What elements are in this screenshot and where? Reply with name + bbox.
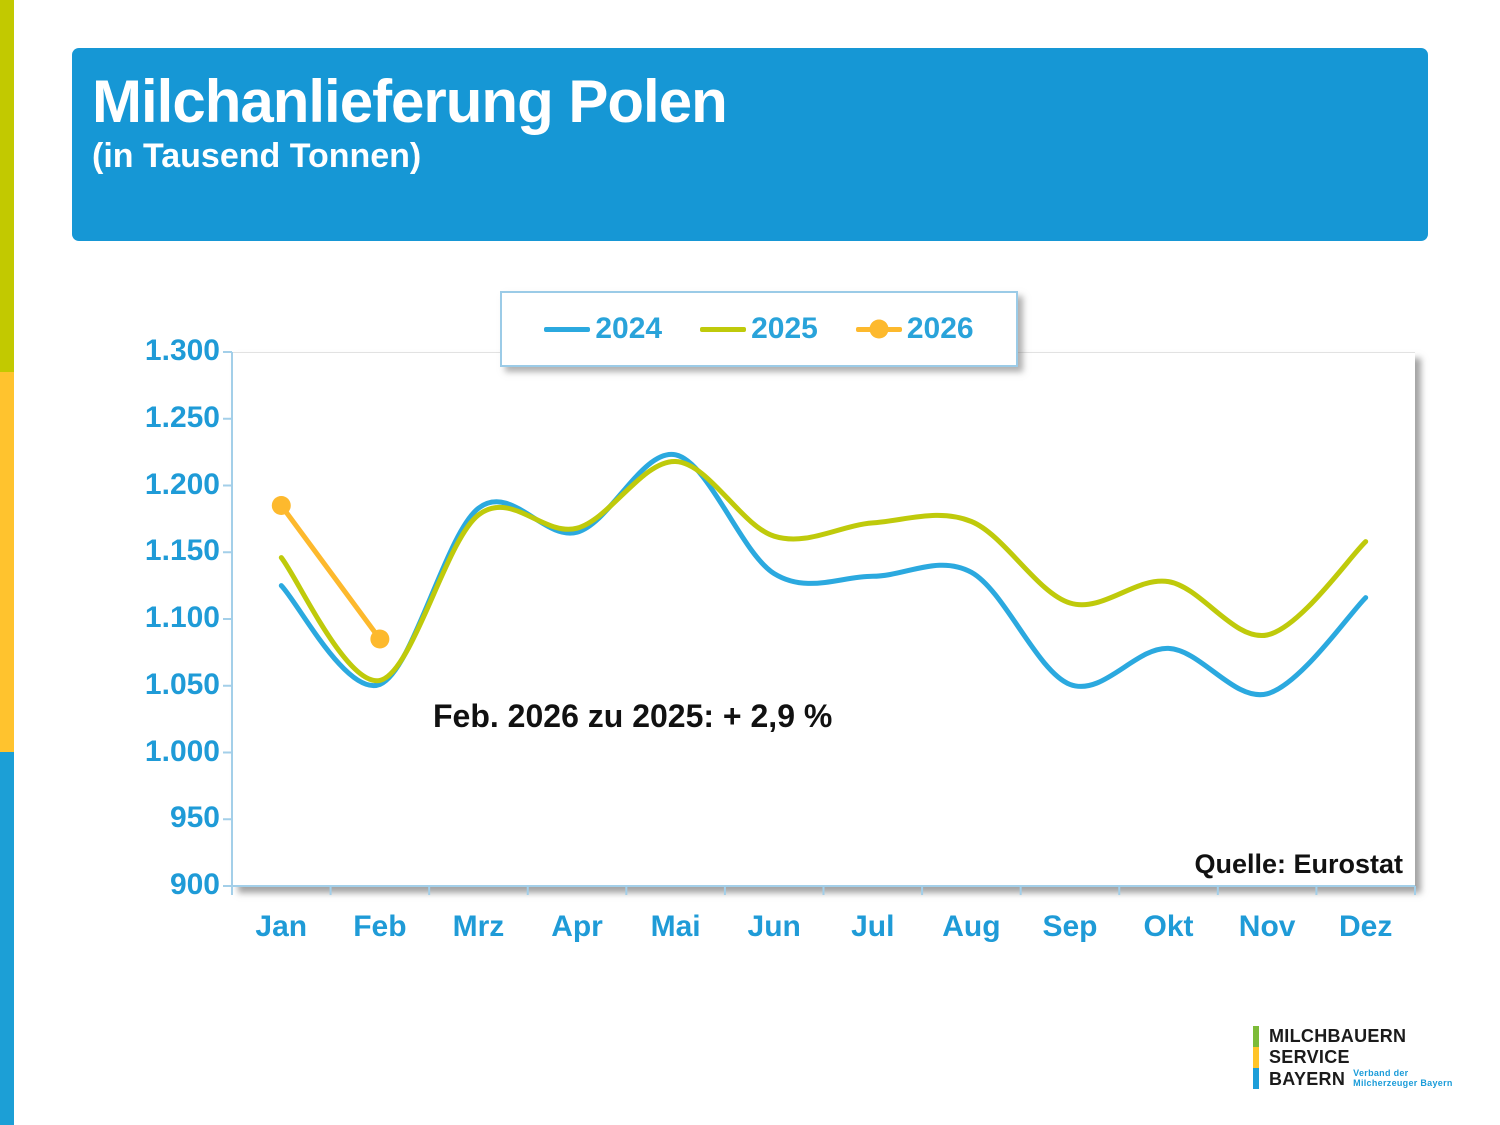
logo-color-bar <box>1253 1026 1259 1089</box>
legend-item-2024: 2024 <box>544 312 662 346</box>
y-tick-label-1.200: 1.200 <box>144 467 220 501</box>
legend-label-2026: 2026 <box>906 312 974 345</box>
legend-item-2026: 2026 <box>855 312 974 346</box>
header-banner: Milchanlieferung Polen (in Tausend Tonne… <box>72 48 1428 241</box>
y-tick-label-1.100: 1.100 <box>144 601 220 634</box>
x-tick-label-Mai: Mai <box>650 910 701 943</box>
legend-label-2025: 2025 <box>751 312 818 345</box>
y-tick-label-1.300: 1.300 <box>144 334 220 367</box>
logo: MILCHBAUERN SERVICE BAYERN Verband der M… <box>1253 1026 1453 1090</box>
left-color-stripe <box>0 0 14 1125</box>
y-tick-label-900: 900 <box>169 868 220 901</box>
y-tick-label-1.250: 1.250 <box>144 400 220 434</box>
legend-line-sample-2026 <box>855 319 902 339</box>
legend-line-sample-2024 <box>544 326 591 332</box>
stripe-segment-blue <box>0 752 14 1125</box>
logo-subcaption: Verband der Milcherzeuger Bayern <box>1353 1068 1453 1090</box>
x-tick-label-Nov: Nov <box>1238 910 1296 943</box>
x-tick-label-Sep: Sep <box>1042 910 1098 943</box>
logo-bar-green <box>1253 1026 1259 1047</box>
y-tick-label-1.050: 1.050 <box>144 667 220 701</box>
series-marker-2026 <box>370 629 390 649</box>
logo-line-milchbauern: MILCHBAUERN <box>1269 1026 1407 1046</box>
x-tick-label-Dez: Dez <box>1339 910 1393 943</box>
y-tick-label-1.150: 1.150 <box>144 534 220 568</box>
legend-marker-dot-2026 <box>869 319 889 339</box>
y-tick-label-1.000: 1.000 <box>144 734 220 768</box>
stripe-segment-yellow <box>0 372 14 752</box>
page-subtitle: (in Tausend Tonnen) <box>92 136 422 175</box>
x-tick-label-Jun: Jun <box>747 910 801 943</box>
logo-bar-blue <box>1253 1068 1259 1089</box>
x-tick-label-Okt: Okt <box>1143 910 1194 943</box>
series-line-2025 <box>278 458 1369 683</box>
logo-subline-2: Milcherzeuger Bayern <box>1353 1078 1453 1088</box>
logo-text: MILCHBAUERN SERVICE BAYERN Verband der M… <box>1269 1026 1453 1090</box>
chart-legend: 2024 2025 2026 <box>500 291 1018 367</box>
y-tick-label-950: 950 <box>169 801 220 835</box>
x-tick-label-Aug: Aug <box>942 910 1001 943</box>
chart-annotation: Feb. 2026 zu 2025: + 2,9 % <box>433 698 833 734</box>
x-tick-label-Jan: Jan <box>255 910 308 943</box>
plot-area <box>232 352 1415 887</box>
stripe-segment-green <box>0 0 14 372</box>
legend-item-2025: 2025 <box>700 312 818 346</box>
x-tick-label-Jul: Jul <box>851 910 895 943</box>
logo-bar-yellow <box>1253 1047 1259 1068</box>
series-marker-2026 <box>271 496 291 516</box>
legend-line-sample-2025 <box>700 326 747 332</box>
x-tick-label-Mrz: Mrz <box>452 910 505 943</box>
series-line-2026 <box>278 503 383 642</box>
logo-subline-1: Verband der <box>1353 1068 1409 1078</box>
x-tick-label-Apr: Apr <box>551 910 603 943</box>
source-note: Quelle: Eurostat <box>1194 849 1403 879</box>
legend-label-2024: 2024 <box>595 312 663 345</box>
x-tick-label-Feb: Feb <box>353 910 407 943</box>
page-title: Milchanlieferung Polen <box>92 68 728 135</box>
logo-line-service: SERVICE <box>1269 1047 1350 1067</box>
logo-line-bayern: BAYERN <box>1269 1069 1346 1089</box>
